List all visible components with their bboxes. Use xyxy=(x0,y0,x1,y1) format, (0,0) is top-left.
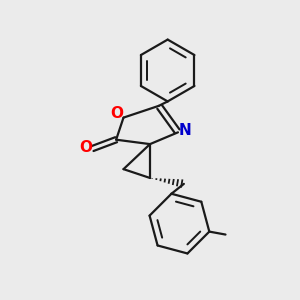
Text: O: O xyxy=(80,140,93,154)
Text: O: O xyxy=(110,106,124,121)
Text: N: N xyxy=(178,123,191,138)
